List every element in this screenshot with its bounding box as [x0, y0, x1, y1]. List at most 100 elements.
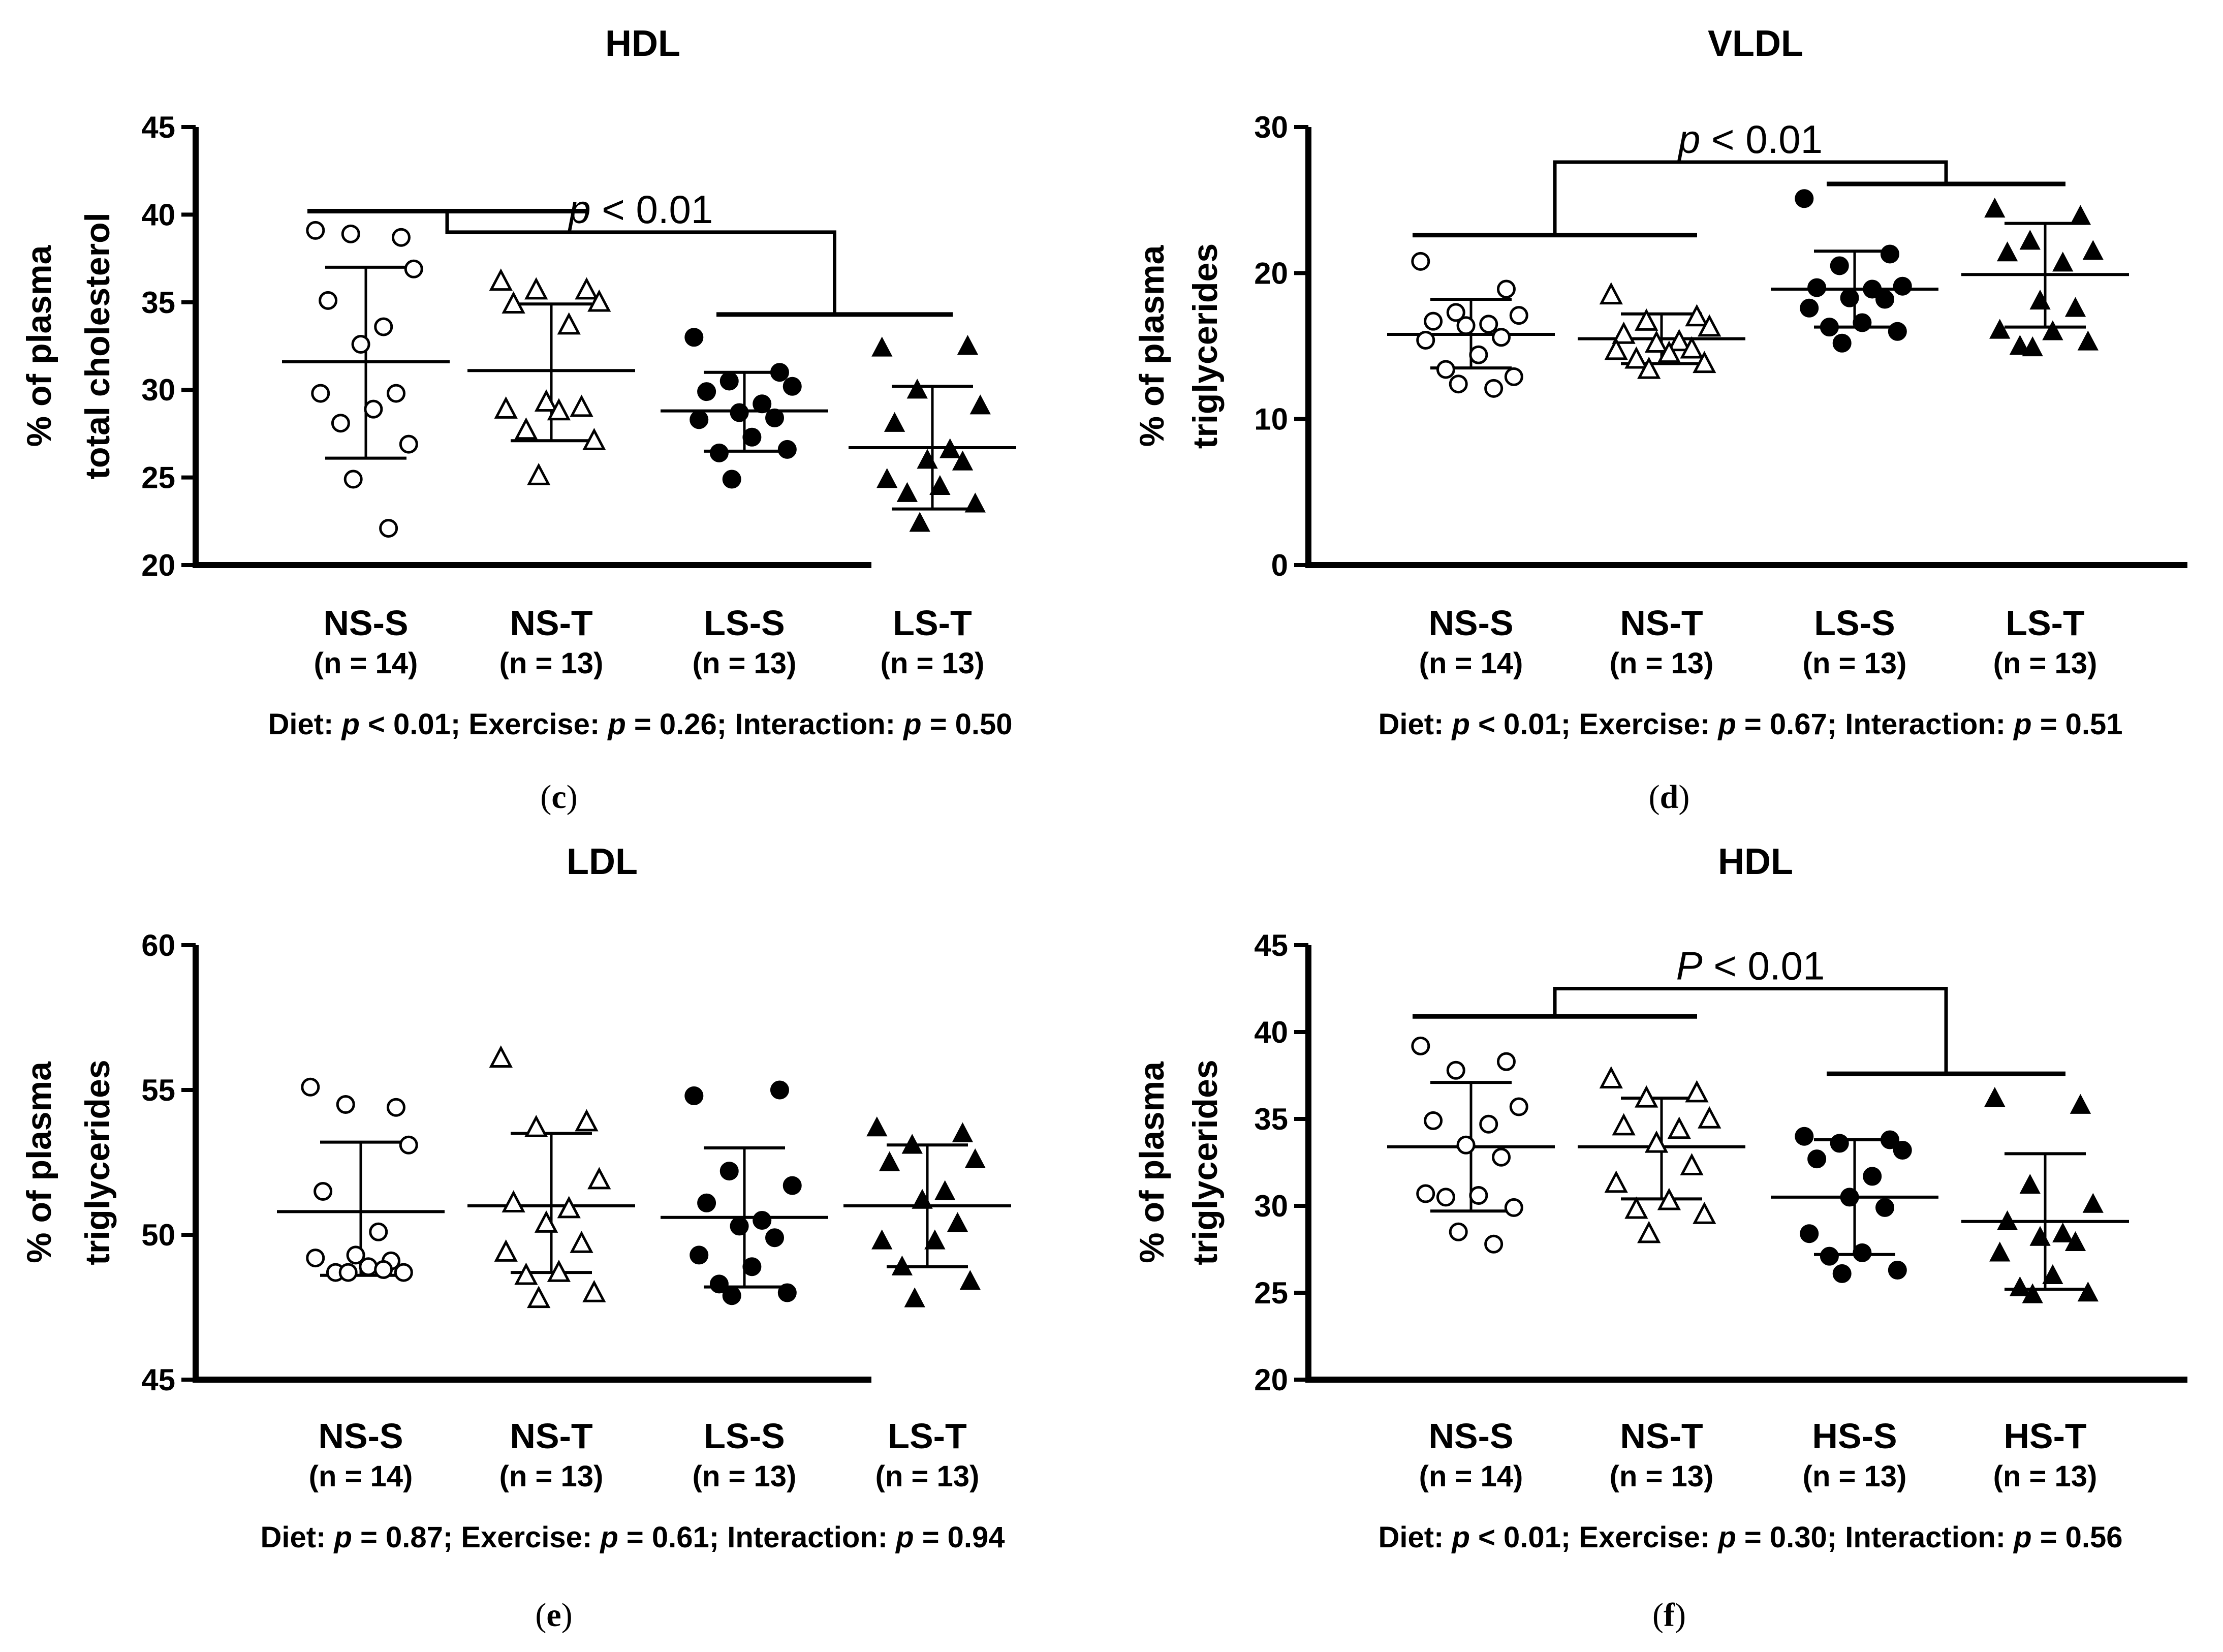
- data-point: [924, 1229, 946, 1250]
- data-point: [1492, 1147, 1511, 1167]
- data-point: [909, 512, 930, 532]
- data-point: [1469, 345, 1488, 364]
- data-point: [527, 462, 551, 485]
- data-point: [2019, 230, 2041, 250]
- category-label: NS-T: [510, 603, 592, 643]
- data-point: [1624, 346, 1648, 369]
- data-point: [730, 403, 749, 422]
- data-point: [1436, 360, 1455, 379]
- chart-title: HDL: [605, 23, 680, 64]
- data-point: [1424, 311, 1443, 331]
- category-label: NS-S: [318, 1416, 403, 1456]
- data-point: [343, 470, 363, 489]
- panel-label-part: c: [551, 778, 566, 816]
- data-point: [338, 1263, 358, 1282]
- group-LS-T: [1961, 197, 2129, 357]
- data-point: [1996, 241, 2018, 262]
- data-point: [684, 328, 704, 347]
- category-label: LS-T: [893, 603, 972, 643]
- category-label: NS-S: [323, 603, 408, 643]
- data-point: [1496, 279, 1516, 299]
- stats-segment: = 0.30; Interaction:: [1736, 1521, 2014, 1554]
- data-point: [1644, 330, 1669, 353]
- panel-label-part: d: [1660, 778, 1679, 816]
- data-point: [1504, 367, 1523, 386]
- data-point: [1984, 1087, 2006, 1107]
- data-point: [730, 1217, 749, 1236]
- data-point: [765, 408, 785, 427]
- group-LS-T: [849, 335, 1016, 532]
- data-point: [753, 394, 772, 414]
- data-point: [964, 1148, 986, 1168]
- chart-title: VLDL: [1708, 23, 1803, 64]
- data-point: [2009, 1276, 2031, 1296]
- y-axis-label-line: triglycerides: [78, 1059, 117, 1265]
- y-axis-label-line: % of plasma: [1133, 244, 1171, 447]
- data-point: [904, 1287, 925, 1307]
- stats-segment: < 0.01; Exercise:: [1470, 708, 1718, 741]
- group-LS-T: [843, 1116, 1011, 1307]
- bracket-connector: [1553, 160, 1948, 235]
- stats-segment: = 0.51: [2032, 708, 2123, 741]
- data-point: [1685, 304, 1709, 327]
- data-point: [399, 434, 418, 454]
- stats-segment: p: [333, 1521, 352, 1554]
- y-axis-label-line: triglycerides: [1186, 1059, 1225, 1265]
- data-point: [929, 475, 951, 495]
- significance-bracket: p < 0.01: [1413, 117, 2065, 238]
- data-point: [1853, 313, 1872, 332]
- stats-segment: Diet:: [268, 708, 341, 741]
- stats-segment: = 0.26; Interaction:: [626, 708, 903, 741]
- y-axis-label: % of plasma triglycerides: [20, 1059, 117, 1265]
- data-point: [912, 1189, 933, 1209]
- data-point: [1693, 351, 1716, 373]
- stats-segment: p: [2013, 708, 2031, 741]
- data-point: [906, 379, 928, 399]
- panel-e: LDL % of plasma triglycerides 45 50 55 60 NS-S (…: [20, 841, 1011, 1634]
- stats-segment: p: [1717, 708, 1736, 741]
- data-point: [331, 414, 350, 433]
- data-point: [1820, 1246, 1839, 1266]
- y-axis-label-line: % of plasma: [20, 1061, 58, 1263]
- data-point: [1599, 282, 1623, 305]
- data-point: [690, 410, 709, 429]
- data-point: [346, 1245, 365, 1265]
- data-point: [341, 224, 360, 243]
- panel-label-part: ): [1675, 1597, 1686, 1634]
- data-point: [1667, 329, 1691, 352]
- data-point: [1436, 1188, 1455, 1207]
- data-point: [1853, 1243, 1872, 1262]
- category-label: NS-T: [510, 1416, 592, 1456]
- bracket-p-value: < 0.01: [1703, 944, 1825, 988]
- y-tick-label: 45: [1254, 928, 1288, 962]
- data-point: [1693, 1201, 1716, 1224]
- data-point: [1446, 303, 1465, 322]
- y-tick-label: 60: [141, 928, 175, 962]
- stats-segment: p: [902, 708, 921, 741]
- data-point: [527, 1286, 551, 1308]
- data-point: [957, 335, 979, 355]
- y-tick-label: 20: [1254, 256, 1288, 290]
- data-point: [934, 1180, 956, 1200]
- n-label: (n = 13): [1803, 1460, 1907, 1493]
- data-point: [1880, 1130, 1899, 1149]
- data-point: [896, 482, 918, 502]
- group-NS-S: [1387, 252, 1555, 398]
- data-point: [2082, 1193, 2104, 1213]
- stats-segment: p: [2013, 1521, 2031, 1554]
- data-point: [399, 1135, 418, 1155]
- data-point: [770, 363, 789, 382]
- data-point: [1416, 331, 1435, 350]
- data-point: [575, 1109, 599, 1132]
- panel-f: HDL % of plasma triglycerides 20 25 30 35 40 45 N…: [1133, 841, 2187, 1634]
- data-point: [557, 312, 581, 335]
- data-point: [719, 371, 739, 391]
- data-point: [940, 438, 961, 458]
- data-point: [770, 1080, 789, 1100]
- data-point: [489, 268, 513, 291]
- n-label: (n = 14): [309, 1460, 413, 1493]
- data-point: [1840, 1188, 1859, 1207]
- stats-segment: Diet:: [1378, 1521, 1452, 1554]
- data-point: [952, 1122, 974, 1142]
- data-point: [1830, 256, 1849, 275]
